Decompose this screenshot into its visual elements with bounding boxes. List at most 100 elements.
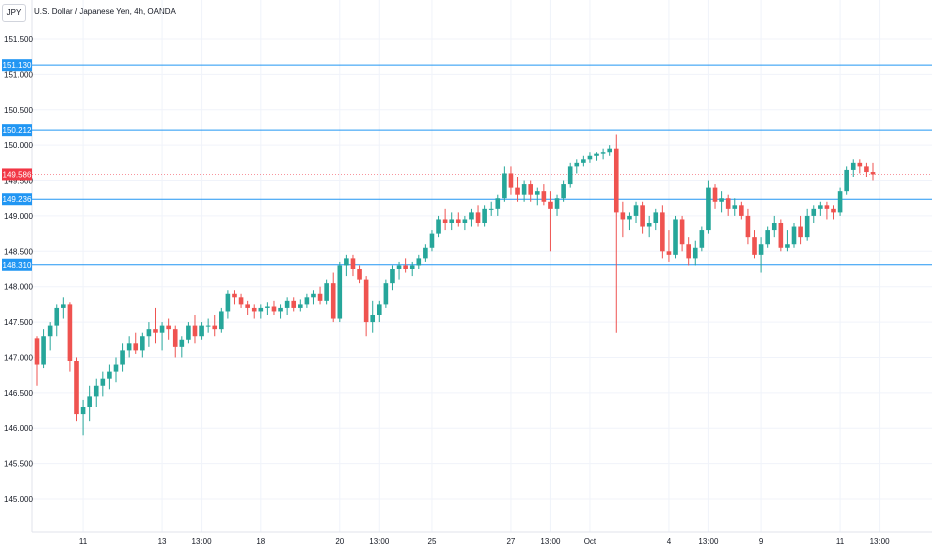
candle-body — [219, 311, 224, 330]
candle-body — [436, 219, 441, 234]
horizontal-line-label-bg — [2, 124, 32, 137]
candle-body — [745, 215, 751, 238]
candle-body — [93, 385, 99, 397]
current-price-label-bg — [2, 168, 32, 181]
candle-body — [620, 212, 626, 220]
candle-body — [607, 148, 612, 153]
horizontal-line-label: 149.236 — [3, 195, 32, 204]
candle-body — [495, 198, 501, 209]
candle-body — [61, 304, 66, 308]
y-tick-label: 150.500 — [4, 106, 33, 115]
candle-body — [679, 219, 685, 245]
candle-body — [205, 325, 211, 327]
candle-body — [186, 325, 191, 340]
candle-body — [574, 162, 580, 167]
candle-body — [390, 269, 395, 284]
candle-body — [251, 307, 257, 312]
candle-body — [311, 293, 316, 298]
candle-body — [166, 325, 171, 330]
y-tick-label: 145.000 — [4, 495, 33, 504]
candle-body — [140, 336, 145, 351]
x-tick-label: 27 — [506, 537, 515, 546]
candle-body — [34, 338, 40, 365]
candle-body — [344, 258, 349, 266]
y-tick-label: 145.500 — [4, 460, 33, 469]
candle-body — [409, 265, 415, 269]
candle-body — [41, 336, 46, 365]
candle-body — [192, 325, 198, 337]
y-tick-label: 150.000 — [4, 141, 33, 150]
candle-body — [429, 233, 435, 248]
candle-body — [627, 215, 632, 220]
candle-body — [291, 300, 297, 308]
candle-body — [785, 244, 790, 248]
y-tick-label: 148.500 — [4, 247, 33, 256]
candle-body — [238, 297, 244, 305]
currency-badge[interactable]: JPY — [2, 4, 26, 22]
candle-body — [423, 247, 428, 259]
y-tick-label: 147.000 — [4, 353, 33, 362]
candle-body — [824, 205, 830, 209]
candle-body — [804, 215, 810, 238]
candle-body — [80, 407, 86, 415]
candle-body — [475, 212, 481, 223]
candle-body — [811, 208, 817, 216]
candle-body — [646, 223, 652, 227]
candle-body — [54, 307, 60, 326]
horizontal-line-label-bg — [2, 193, 32, 206]
candle-body — [67, 304, 73, 361]
candle-body — [515, 187, 520, 195]
candle-body — [613, 148, 619, 213]
x-tick-label: 13:00 — [698, 537, 719, 546]
candle-body — [857, 162, 863, 167]
candle-body — [771, 223, 777, 231]
candle-body — [567, 166, 573, 185]
candle-body — [146, 329, 152, 337]
candle-body — [159, 325, 165, 333]
candle-body — [376, 304, 382, 315]
candle-body — [732, 205, 738, 209]
candle-body — [232, 293, 237, 298]
candle-body — [758, 244, 764, 255]
candle-body — [653, 212, 659, 223]
candle-body — [179, 339, 185, 347]
candle-body — [791, 226, 797, 245]
candle-body — [245, 304, 250, 308]
candle-body — [74, 361, 79, 415]
candle-body — [126, 343, 132, 351]
candle-body — [153, 329, 158, 333]
x-tick-label: 11 — [79, 537, 88, 546]
candle-body — [284, 300, 290, 308]
candle-body — [317, 293, 323, 301]
candle-body — [600, 152, 606, 154]
candle-body — [271, 306, 277, 312]
candle-body — [330, 283, 336, 319]
x-tick-label: 20 — [335, 537, 344, 546]
candle-body — [752, 237, 757, 255]
y-tick-label: 146.500 — [4, 389, 33, 398]
x-tick-label: 25 — [428, 537, 437, 546]
candle-body — [107, 371, 112, 379]
candle-body — [113, 364, 119, 372]
candle-body — [554, 198, 560, 209]
candle-body — [534, 191, 540, 195]
candle-body — [100, 378, 106, 386]
x-tick-label: 13:00 — [369, 537, 390, 546]
candle-body — [396, 265, 402, 269]
candle-body — [837, 191, 843, 213]
candle-body — [778, 223, 784, 248]
candle-body — [370, 315, 376, 323]
candle-body — [739, 205, 744, 216]
candle-body — [673, 219, 678, 255]
x-tick-label: 9 — [759, 537, 764, 546]
candle-body — [403, 265, 408, 269]
candle-body — [587, 155, 593, 160]
candle-body — [449, 219, 455, 223]
y-tick-label: 151.000 — [4, 70, 33, 79]
candle-body — [172, 329, 178, 347]
x-tick-label: 13:00 — [192, 537, 213, 546]
y-tick-label: 147.500 — [4, 318, 33, 327]
x-tick-label: 18 — [256, 537, 265, 546]
